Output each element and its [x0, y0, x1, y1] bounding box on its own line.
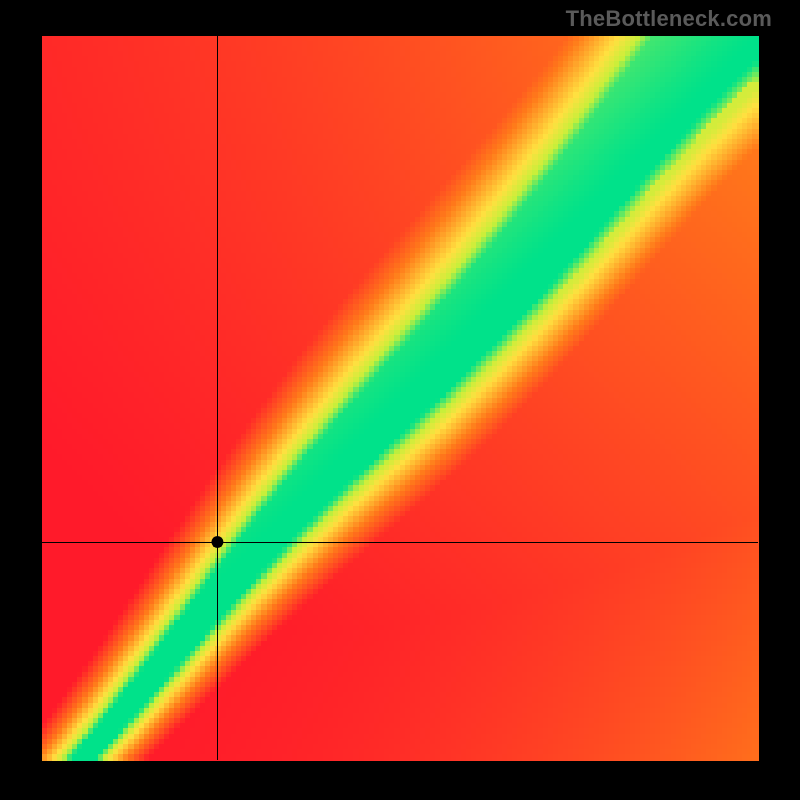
bottleneck-heatmap	[0, 0, 800, 800]
watermark-text: TheBottleneck.com	[566, 6, 772, 32]
